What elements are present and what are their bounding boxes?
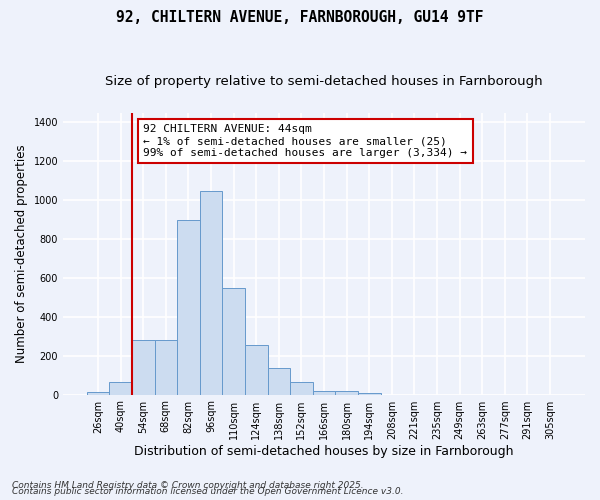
Bar: [290, 382, 313, 394]
Y-axis label: Number of semi-detached properties: Number of semi-detached properties: [15, 144, 28, 363]
Bar: [200, 192, 223, 394]
Title: Size of property relative to semi-detached houses in Farnborough: Size of property relative to semi-detach…: [105, 75, 543, 88]
Bar: [109, 382, 132, 394]
Bar: [155, 340, 177, 394]
Bar: [223, 288, 245, 395]
Bar: [87, 392, 109, 394]
Text: 92 CHILTERN AVENUE: 44sqm
← 1% of semi-detached houses are smaller (25)
99% of s: 92 CHILTERN AVENUE: 44sqm ← 1% of semi-d…: [143, 124, 467, 158]
Text: 92, CHILTERN AVENUE, FARNBOROUGH, GU14 9TF: 92, CHILTERN AVENUE, FARNBOROUGH, GU14 9…: [116, 10, 484, 25]
Bar: [245, 345, 268, 395]
Text: Contains public sector information licensed under the Open Government Licence v3: Contains public sector information licen…: [12, 488, 404, 496]
X-axis label: Distribution of semi-detached houses by size in Farnborough: Distribution of semi-detached houses by …: [134, 444, 514, 458]
Bar: [313, 390, 335, 394]
Bar: [358, 392, 380, 394]
Bar: [268, 368, 290, 394]
Text: Contains HM Land Registry data © Crown copyright and database right 2025.: Contains HM Land Registry data © Crown c…: [12, 481, 364, 490]
Bar: [132, 340, 155, 394]
Bar: [335, 390, 358, 394]
Bar: [177, 220, 200, 394]
